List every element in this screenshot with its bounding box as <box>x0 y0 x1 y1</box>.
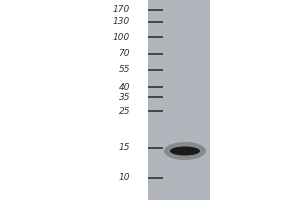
Text: 170: 170 <box>113 5 130 15</box>
Text: 70: 70 <box>118 49 130 58</box>
Text: 55: 55 <box>118 66 130 74</box>
Ellipse shape <box>164 142 206 160</box>
Text: 25: 25 <box>118 106 130 116</box>
Bar <box>148 0 210 200</box>
Text: 130: 130 <box>113 18 130 26</box>
Text: 10: 10 <box>118 173 130 182</box>
Text: 100: 100 <box>113 32 130 42</box>
Text: 15: 15 <box>118 144 130 152</box>
Text: 40: 40 <box>118 82 130 92</box>
Text: 35: 35 <box>118 92 130 102</box>
Ellipse shape <box>170 146 200 156</box>
